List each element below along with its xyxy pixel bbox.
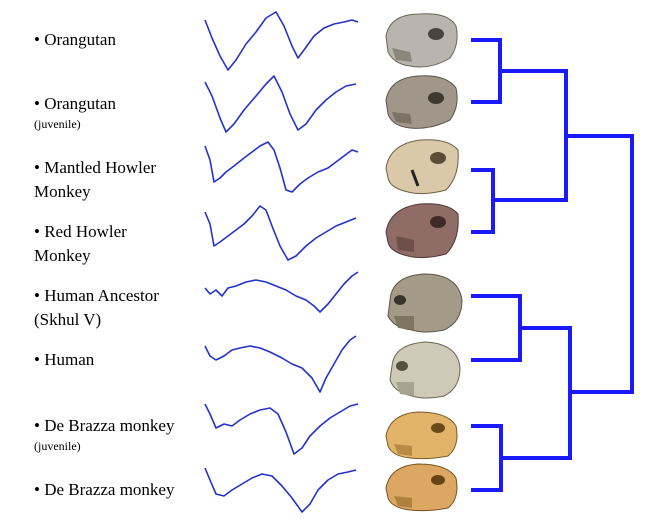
label-name-line2: Monkey [34,182,91,201]
waveform-human [204,335,357,393]
label-red-howler: • Red Howler Monkey [34,220,127,268]
label-name: • Red Howler [34,222,127,241]
label-sub: (juvenile) [34,439,81,453]
label-orangutan: • Orangutan [34,28,116,52]
waveform-orangutan-juvenile [204,75,357,133]
juvenile-orangutan-skull [385,75,458,129]
waveform-mantled-howler [204,141,359,193]
human-skull [389,341,461,399]
red-howler-monkey-skull [385,203,459,259]
label-orangutan-juvenile: • Orangutan (juvenile) [34,92,116,132]
orangutan-skull [385,13,458,68]
waveform-red-howler [204,205,357,261]
de-brazza-skull [385,463,458,512]
skulls [385,13,463,512]
label-sub: (juvenile) [34,117,81,131]
waveform-de-brazza [204,467,357,513]
label-human-ancestor: • Human Ancestor (Skhul V) [34,284,159,332]
label-name: • Human Ancestor [34,286,159,305]
label-name: • De Brazza monkey [34,480,175,499]
dendrogram-root [566,134,634,394]
label-de-brazza-juvenile: • De Brazza monkey (juvenile) [34,414,174,454]
waveform-orangutan [204,11,359,71]
label-human: • Human [34,348,94,372]
label-name: • Human [34,350,95,369]
dendrogram-link-howlers [471,168,495,234]
label-name: • De Brazza monkey [34,416,175,435]
mantled-howler-monkey-skull [385,139,459,195]
dendrogram-link-de-brazzas [471,424,503,492]
label-name: • Orangutan [34,30,116,49]
label-name-line2: Monkey [34,246,91,265]
label-name: • Orangutan [34,94,116,113]
label-name-line2: (Skhul V) [34,310,102,329]
label-name: • Mantled Howler [34,158,157,177]
waveform-skhul-v [204,271,359,313]
dendrogram-link-humans [471,294,522,362]
dendrogram [471,38,634,492]
dendrogram-link-humans-de-brazzas [501,326,572,460]
juvenile-de-brazza-skull [385,411,458,460]
label-mantled-howler: • Mantled Howler Monkey [34,156,156,204]
dendrogram-link-apes-howlers [493,69,568,202]
label-de-brazza: • De Brazza monkey [34,478,174,502]
skhul-v-skull [387,273,463,333]
waveforms [204,11,359,513]
dendrogram-link-orangutans [471,38,502,104]
waveform-de-brazza-juvenile [204,403,359,455]
